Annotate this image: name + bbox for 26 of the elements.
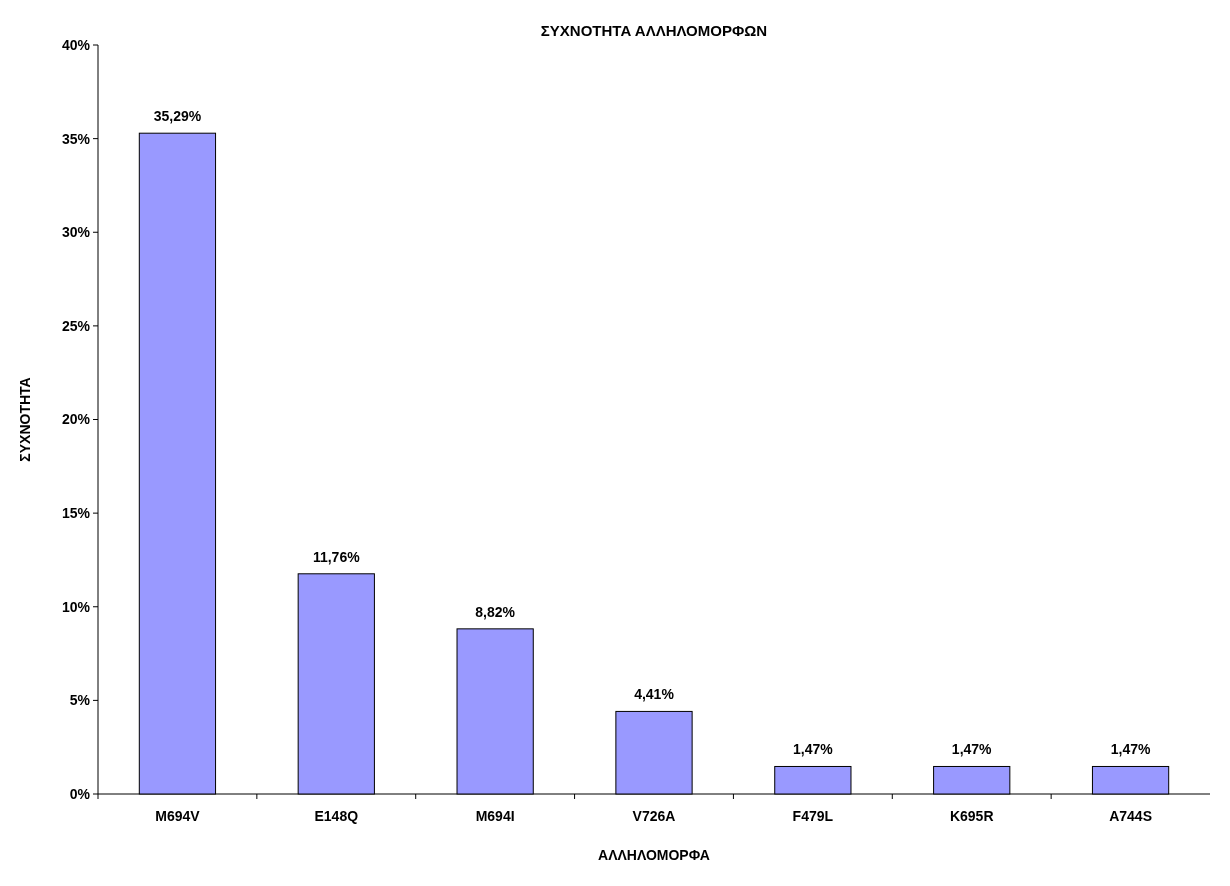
x-tick-label: K695R: [949, 808, 994, 824]
y-tick-label: 25%: [61, 317, 91, 334]
data-label: 11,76%: [312, 548, 361, 565]
y-tick-label: 10%: [61, 598, 91, 615]
data-label: 4,41%: [634, 686, 675, 703]
data-label: 35,29%: [153, 108, 202, 125]
x-tick-label: E148Q: [314, 808, 359, 824]
y-tick-label: 20%: [61, 411, 91, 428]
data-label: 8,82%: [475, 603, 516, 620]
data-label: 1,47%: [793, 741, 834, 758]
y-tick-label: 5%: [69, 692, 91, 709]
x-tick-label: V726A: [632, 808, 676, 824]
chart-title: ΣΥΧΝΟΤΗΤΑ ΑΛΛΗΛΟΜΟΡΦΩΝ: [540, 22, 768, 39]
x-tick-label: M694V: [155, 808, 201, 824]
y-tick-label: 40%: [61, 36, 91, 53]
x-tick-label: F479L: [792, 808, 834, 824]
x-axis-title: ΑΛΛΗΛΟΜΟΡΦΑ: [598, 847, 710, 863]
data-label: 1,47%: [951, 741, 993, 758]
y-tick-label: 0%: [69, 785, 91, 802]
x-tick-label: A744S: [1109, 808, 1152, 824]
y-tick-label: 35%: [61, 130, 91, 147]
y-tick-label: 15%: [61, 505, 91, 522]
x-tick-label: M694I: [475, 808, 515, 824]
data-label: 1,47%: [1110, 741, 1151, 758]
y-axis-title: ΣΥΧΝΟΤΗΤΑ: [17, 377, 33, 462]
y-tick-label: 30%: [61, 224, 91, 241]
